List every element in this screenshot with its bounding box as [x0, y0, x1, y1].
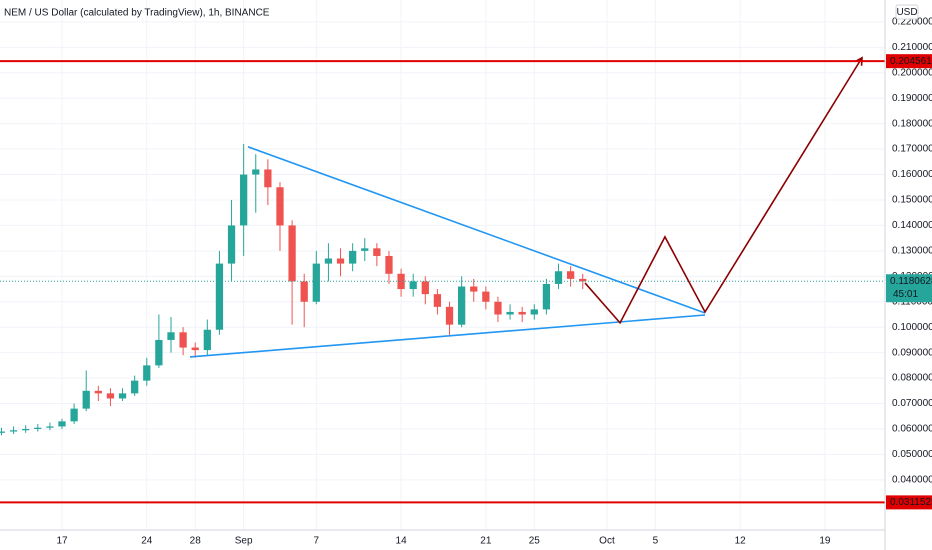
candle-body — [252, 169, 260, 175]
y-tick-label: 0.06000000 — [892, 424, 932, 435]
x-tick-label: 28 — [190, 536, 202, 547]
candle-body — [554, 271, 563, 284]
price-label: 0.03115252 — [890, 497, 932, 508]
candle-body — [288, 225, 296, 282]
x-tick-label: Oct — [599, 536, 615, 547]
plot — [0, 56, 885, 504]
x-tick-label: 19 — [819, 536, 831, 547]
candle-body — [9, 430, 18, 432]
y-tick-label: 0.13000000 — [892, 246, 932, 257]
trend-line — [584, 57, 863, 325]
candle-body — [118, 393, 127, 399]
candle-body — [215, 263, 224, 330]
candle-body — [300, 281, 308, 302]
candle-body — [445, 306, 454, 325]
candle-body — [542, 283, 551, 310]
y-tick-label: 0.08000000 — [892, 373, 932, 384]
candle-body — [312, 263, 320, 302]
candle-body — [34, 427, 42, 429]
candle-body — [579, 278, 587, 282]
y-tick-label: 0.17000000 — [892, 144, 932, 155]
y-tick-label: 0.10000000 — [892, 322, 932, 333]
candle-body — [421, 281, 429, 295]
countdown: 45:01 — [893, 289, 918, 300]
y-tick-label: 0.21000000 — [892, 42, 932, 53]
x-tick-label: Sep — [235, 536, 253, 547]
candle-body — [227, 225, 236, 264]
candle-body — [349, 250, 357, 264]
candle-body — [203, 329, 211, 351]
x-tick-label: 17 — [56, 536, 68, 547]
candle-body — [470, 286, 478, 292]
currency: USD — [896, 7, 917, 18]
grid — [0, 0, 885, 530]
y-tick-label: 0.16000000 — [892, 169, 932, 180]
x-tick-label: 25 — [529, 536, 541, 547]
axis: 0.04000000 0.05000000 0.06000000 0.07000000… — [56, 17, 932, 547]
candle-body — [409, 281, 417, 290]
candle-body — [143, 365, 151, 381]
candle-body — [324, 258, 333, 264]
y-tick-label: 0.04000000 — [892, 475, 932, 486]
y-tick-label: 0.18000000 — [892, 118, 932, 129]
candle-body — [240, 174, 248, 226]
candle-body — [482, 291, 490, 302]
candle-body — [22, 428, 30, 431]
candle-body — [276, 187, 284, 226]
candle-body — [131, 380, 139, 394]
candle-body — [70, 408, 78, 422]
candle-body — [566, 271, 575, 279]
candle-body — [518, 311, 526, 315]
candle-body — [506, 311, 514, 315]
candle-body — [494, 301, 502, 315]
y-tick-label: 0.19000000 — [892, 93, 932, 104]
x-tick-label: 14 — [396, 536, 408, 547]
candle-body — [0, 431, 6, 433]
y-tick-label: 0.05000000 — [892, 449, 932, 460]
candle-body — [155, 339, 163, 366]
candle-body — [167, 332, 175, 340]
candle-body — [385, 255, 393, 274]
candle-body — [179, 332, 187, 348]
y-tick-label: 0.20000000 — [892, 67, 932, 78]
x-tick-label: 5 — [653, 536, 659, 547]
candle-body — [530, 309, 538, 315]
y-tick-label: 0.15000000 — [892, 195, 932, 206]
x-tick-label: 21 — [480, 536, 492, 547]
candle-body — [82, 390, 90, 409]
y-tick-label: 0.07000000 — [892, 398, 932, 409]
y-tick-label: 0.14000000 — [892, 220, 932, 231]
candle-body — [458, 286, 466, 325]
candle-body — [191, 347, 199, 351]
candle-body — [361, 248, 369, 251]
chart-title: NEM / US Dollar (calculated by TradingVi… — [4, 8, 270, 19]
price-label-bg — [886, 54, 932, 69]
candle-body — [336, 258, 345, 264]
candle-body — [94, 390, 102, 394]
candle-body — [433, 294, 442, 307]
candle-body — [373, 248, 381, 256]
x-tick-label: 24 — [141, 536, 153, 547]
x-tick-label: 7 — [314, 536, 320, 547]
last-price-label-bg — [886, 274, 932, 303]
y-tick-label: 0.22000000 — [892, 17, 932, 28]
price-label-bg — [886, 495, 932, 510]
candle-body — [46, 426, 54, 428]
candle-body — [106, 393, 115, 399]
y-tick-label: 0.09000000 — [892, 347, 932, 358]
last-price-label: 0.11806289 — [890, 276, 932, 287]
price-label: 0.20456154 — [890, 56, 932, 67]
candle-body — [397, 273, 405, 290]
currency-box[interactable] — [895, 4, 919, 20]
candle-body — [58, 421, 66, 427]
candle-body — [264, 169, 272, 188]
x-tick-label: 12 — [735, 536, 747, 547]
trend-line — [247, 146, 706, 314]
